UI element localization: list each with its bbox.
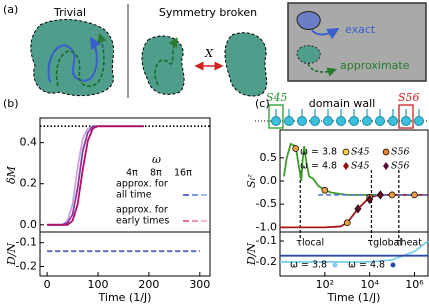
y-axis-label: δM	[5, 165, 18, 184]
marker	[376, 190, 384, 200]
series-line	[280, 240, 429, 263]
plot-frame	[39, 231, 211, 277]
x-tick-label: 10⁴	[360, 278, 379, 291]
spin	[323, 116, 333, 126]
legend-label: 4π	[126, 168, 138, 179]
approx-path	[55, 32, 107, 87]
panel-label: (b)	[3, 97, 19, 110]
x-tick-label: 10²	[316, 278, 334, 291]
icon	[296, 11, 321, 30]
legend-swatch	[390, 262, 396, 268]
time-marker-label: τglobal	[367, 238, 402, 249]
legend-swatch	[382, 148, 390, 156]
icon	[307, 63, 338, 77]
legend-swatch	[383, 162, 389, 170]
x-tick-label: 10⁶	[405, 278, 424, 291]
legend-label: approx. for	[116, 179, 168, 190]
marker	[343, 219, 351, 227]
legend-label: ω = 4.8	[300, 161, 337, 172]
x-axis-label: Time (1/J)	[327, 291, 381, 304]
exact-path	[47, 36, 102, 83]
y-tick-label: 0.5	[260, 151, 278, 164]
icon	[311, 27, 340, 40]
spin	[414, 116, 424, 126]
marker	[411, 191, 418, 199]
legend-label: S45	[351, 147, 370, 158]
y-tick-label: -0.5	[256, 197, 277, 210]
spin	[388, 116, 398, 126]
time-marker-label: τheat	[395, 238, 422, 249]
legend-label: ω = 3.8	[300, 147, 337, 158]
legend-label: ω = 3.8	[290, 260, 327, 271]
series-line	[47, 125, 144, 226]
y-tick-label: 0.0	[20, 218, 38, 231]
series-line	[280, 194, 428, 229]
spin	[310, 116, 320, 126]
spin	[297, 116, 307, 126]
x-axis-label: Time (1/J)	[98, 291, 152, 304]
blob	[141, 35, 185, 95]
y-axis-label: D/N	[245, 243, 258, 267]
legend-label: 8π	[150, 168, 162, 179]
legend-swatch	[342, 148, 350, 156]
site-label: S45	[266, 91, 288, 104]
x-tick-label: 300	[189, 278, 210, 291]
site-box	[398, 104, 414, 129]
approx-path	[154, 37, 178, 86]
forbidden-mark: X	[204, 47, 214, 60]
y-tick-label: 0.4	[20, 136, 38, 149]
legend-label: approx. for	[116, 205, 168, 216]
spin	[336, 116, 346, 126]
spin	[362, 116, 372, 126]
y-tick-label: -1.0	[256, 220, 277, 233]
y-tick-label: -0.1	[16, 236, 37, 249]
panel-label: (c)	[255, 97, 270, 110]
legend-label: S45	[351, 161, 370, 172]
y-tick-label: 0.2	[20, 177, 38, 190]
legend-swatch	[332, 262, 338, 268]
header-label: domain wall	[309, 97, 376, 110]
icon	[296, 45, 321, 64]
legend-label: 16π	[174, 168, 192, 179]
marker	[321, 186, 329, 194]
spin	[349, 116, 359, 126]
heading: Trivial	[53, 6, 86, 19]
legend-label: S56	[391, 161, 410, 172]
legend-label: all time	[116, 190, 152, 201]
x-tick-label: 0	[44, 278, 51, 291]
y-axis-label: Sₗᶻ	[245, 174, 258, 188]
y-tick-label: -0.2	[256, 255, 277, 268]
spin	[271, 116, 281, 126]
site-label: S56	[398, 91, 420, 104]
y-axis-label: D/N	[5, 243, 18, 267]
marker	[292, 145, 300, 152]
legend-label: early times	[116, 216, 169, 227]
spin	[401, 116, 411, 126]
blob	[30, 19, 114, 97]
legend-label: exact	[345, 23, 376, 36]
spin	[375, 116, 385, 126]
legend-title: ω	[152, 153, 161, 166]
y-tick-label: 0.0	[260, 174, 278, 187]
heading: Symmetry broken	[159, 6, 257, 19]
legend-swatch	[343, 162, 349, 170]
site-box	[268, 104, 284, 129]
legend-label: ω = 4.8	[348, 260, 385, 271]
legend-label: approximate	[340, 59, 410, 72]
y-tick-label: -0.2	[16, 259, 37, 272]
panel-label: (a)	[3, 3, 18, 16]
time-marker-label: τlocal	[296, 238, 324, 249]
y-tick-label: -0.1	[256, 234, 277, 247]
x-tick-label: 100	[88, 278, 109, 291]
legend-label: S56	[391, 147, 410, 158]
marker	[388, 191, 396, 199]
x-tick-label: 200	[138, 278, 159, 291]
spin	[284, 116, 294, 126]
blob	[224, 32, 268, 97]
marker	[354, 204, 362, 214]
plot-frame	[279, 231, 429, 277]
marker	[366, 194, 374, 205]
